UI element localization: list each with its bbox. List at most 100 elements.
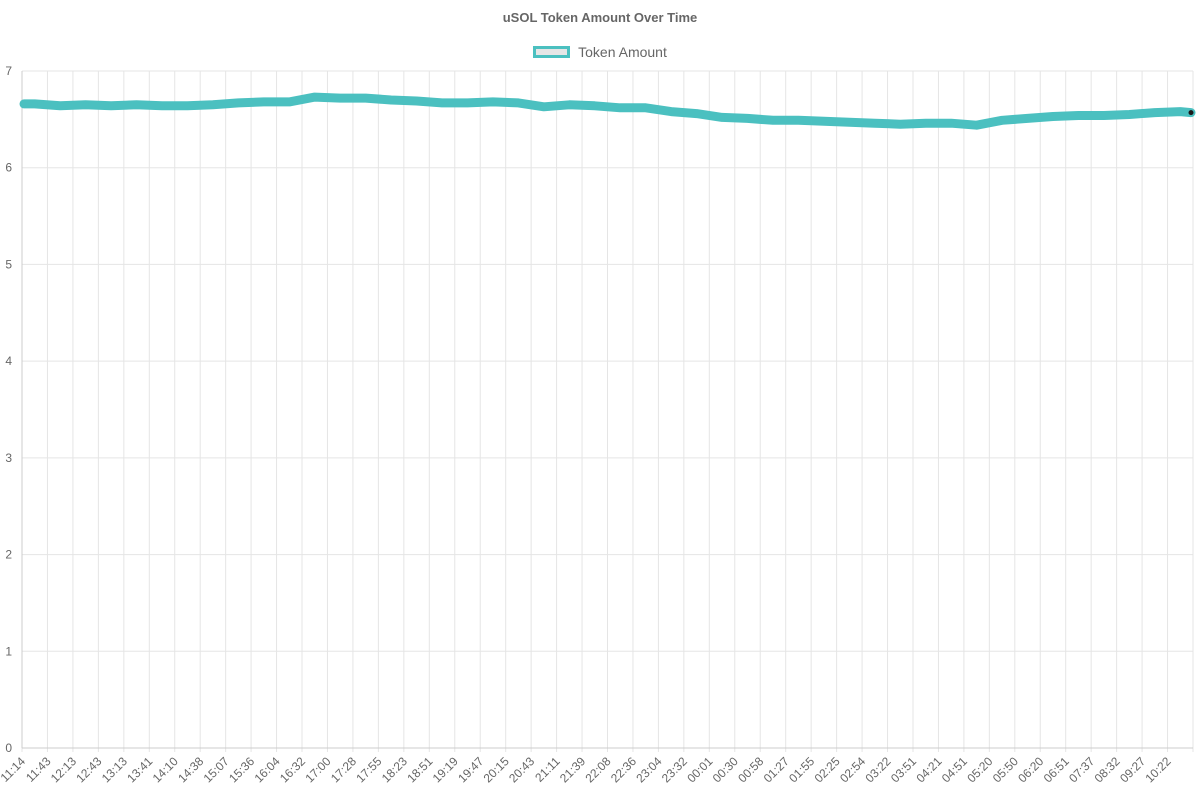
x-tick-label: 13:13 xyxy=(99,754,130,785)
y-tick-label: 7 xyxy=(5,64,12,78)
x-tick-label: 19:19 xyxy=(430,754,461,785)
data-point xyxy=(668,108,675,115)
data-point xyxy=(871,120,878,127)
x-tick-label: 15:36 xyxy=(226,754,257,785)
data-point xyxy=(846,119,853,126)
series-line-token-amount xyxy=(19,92,1196,130)
data-point xyxy=(515,99,522,106)
x-tick-label: 09:27 xyxy=(1117,754,1148,785)
data-point xyxy=(540,103,547,110)
x-tick-label: 06:51 xyxy=(1041,754,1072,785)
x-tick-label: 20:15 xyxy=(481,754,512,785)
data-point xyxy=(1075,112,1082,119)
data-point xyxy=(108,102,115,109)
x-tick-label: 00:01 xyxy=(684,754,715,785)
x-tick-label: 06:20 xyxy=(1015,754,1046,785)
x-tick-label: 08:32 xyxy=(1092,754,1123,785)
x-tick-label: 21:39 xyxy=(557,754,588,785)
data-point xyxy=(133,101,140,108)
x-tick-label: 17:28 xyxy=(328,754,359,785)
legend[interactable]: Token Amount xyxy=(0,44,1200,60)
x-tick-label: 03:22 xyxy=(863,754,894,785)
x-tick-label: 07:37 xyxy=(1066,754,1097,785)
y-tick-label: 6 xyxy=(5,161,12,175)
x-tick-label: 22:08 xyxy=(582,754,613,785)
data-point xyxy=(388,97,395,104)
data-point xyxy=(1177,108,1184,115)
data-point xyxy=(948,120,955,127)
y-tick-label: 4 xyxy=(5,354,12,368)
x-tick-label: 21:11 xyxy=(532,754,563,785)
x-tick-label: 02:54 xyxy=(837,754,868,785)
data-point xyxy=(31,100,38,107)
data-point xyxy=(311,94,318,101)
chart-title: uSOL Token Amount Over Time xyxy=(502,10,698,25)
x-tick-label: 05:50 xyxy=(990,754,1021,785)
x-tick-label: 19:47 xyxy=(455,754,486,785)
data-point xyxy=(1151,109,1158,116)
x-tick-label: 18:51 xyxy=(404,754,435,785)
data-point xyxy=(159,102,166,109)
data-point xyxy=(973,122,980,129)
x-tick-label: 17:00 xyxy=(302,754,333,785)
data-point xyxy=(260,98,267,105)
x-tick-label: 00:30 xyxy=(710,754,741,785)
x-tick-label: 23:32 xyxy=(659,754,690,785)
x-tick-label: 20:43 xyxy=(506,754,537,785)
data-point xyxy=(617,104,624,111)
data-point xyxy=(489,98,496,105)
x-tick-label: 14:38 xyxy=(175,754,206,785)
x-tick-label: 11:14 xyxy=(0,754,28,785)
x-tick-label: 03:51 xyxy=(888,754,919,785)
x-tick-label: 05:20 xyxy=(964,754,995,785)
data-point xyxy=(286,98,293,105)
data-point xyxy=(820,118,827,125)
data-point xyxy=(1126,111,1133,118)
data-point xyxy=(413,97,420,104)
x-tick-label: 00:58 xyxy=(735,754,766,785)
x-tick-label: 17:55 xyxy=(353,754,384,785)
y-tick-label: 3 xyxy=(5,451,12,465)
x-tick-label: 18:23 xyxy=(379,754,410,785)
data-point xyxy=(795,117,802,124)
x-tick-label: 16:04 xyxy=(252,754,283,785)
y-tick-label: 0 xyxy=(5,741,12,755)
data-point xyxy=(922,120,929,127)
data-point xyxy=(82,101,89,108)
data-point xyxy=(693,110,700,117)
data-point xyxy=(719,114,726,121)
data-point xyxy=(1049,113,1056,120)
x-tick-label: 12:43 xyxy=(73,754,104,785)
data-point xyxy=(591,102,598,109)
data-point xyxy=(999,117,1006,124)
data-point xyxy=(362,95,369,102)
x-tick-label: 15:07 xyxy=(201,754,232,785)
x-tick-label: 04:51 xyxy=(939,754,970,785)
x-tick-label: 11:43 xyxy=(23,754,54,785)
data-point xyxy=(744,115,751,122)
data-point xyxy=(897,121,904,128)
data-point xyxy=(439,99,446,106)
data-point xyxy=(57,102,64,109)
x-tick-label: 12:13 xyxy=(48,754,79,785)
y-tick-label: 1 xyxy=(5,644,12,658)
data-point xyxy=(337,95,344,102)
y-tick-label: 5 xyxy=(5,257,12,271)
x-tick-label: 13:41 xyxy=(124,754,155,785)
x-tick-label: 04:21 xyxy=(913,754,944,785)
x-tick-label: 22:36 xyxy=(608,754,639,785)
data-point xyxy=(464,99,471,106)
x-tick-label: 02:25 xyxy=(812,754,843,785)
data-point xyxy=(1100,112,1107,119)
x-tick-label: 14:10 xyxy=(150,754,181,785)
last-point-marker xyxy=(1188,110,1194,116)
y-tick-label: 2 xyxy=(5,548,12,562)
x-tick-label: 16:32 xyxy=(277,754,308,785)
x-tick-label: 10:22 xyxy=(1143,754,1174,785)
x-tick-label: 01:55 xyxy=(786,754,817,785)
data-point xyxy=(566,101,573,108)
legend-label: Token Amount xyxy=(578,44,667,60)
legend-swatch xyxy=(533,46,571,58)
